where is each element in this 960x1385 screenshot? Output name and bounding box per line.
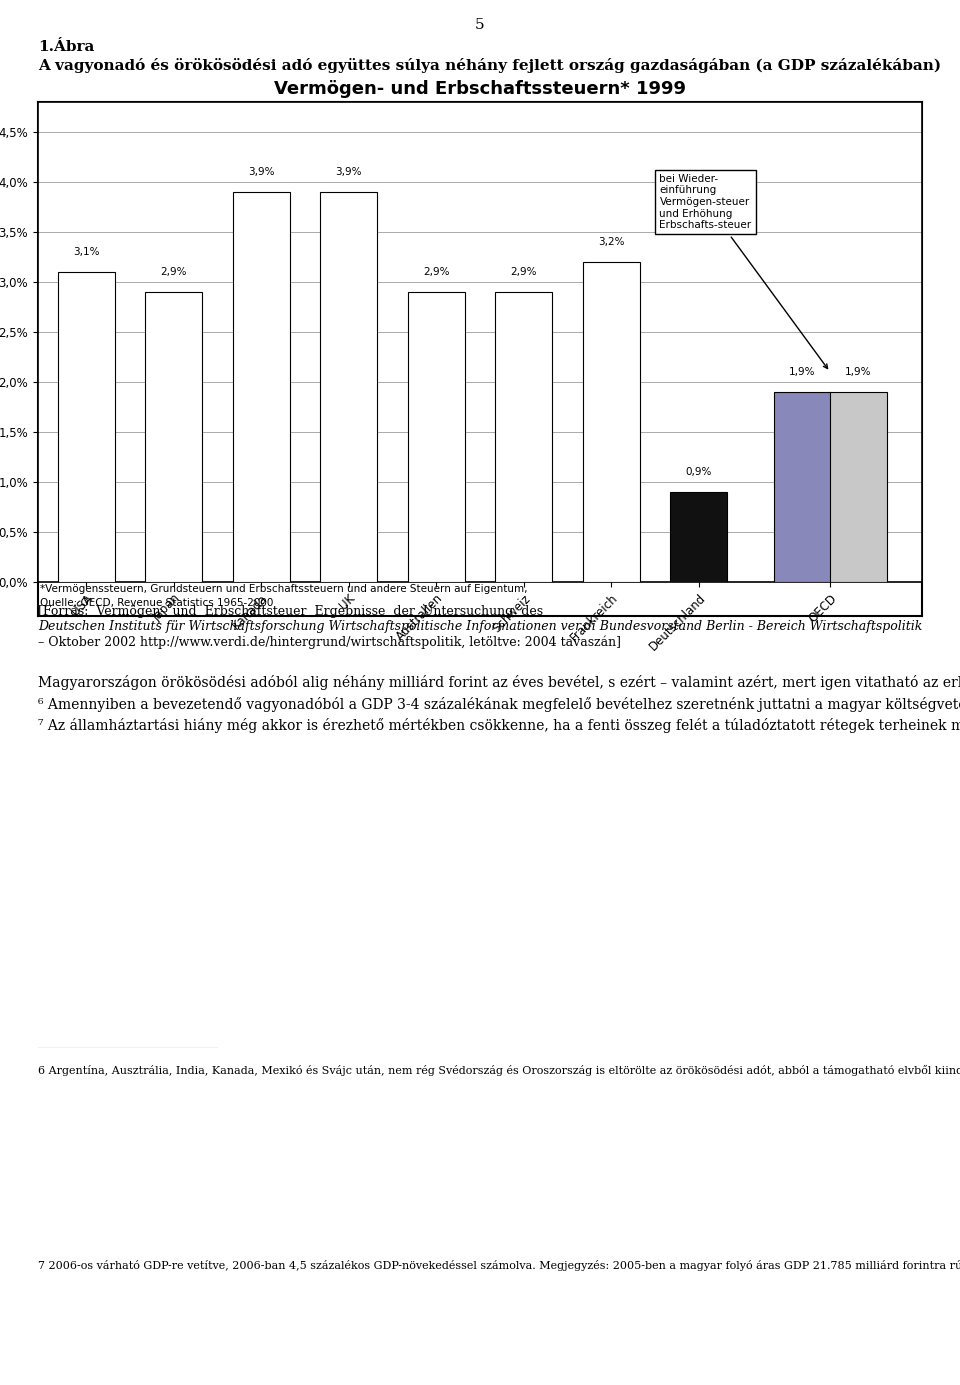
Text: 3,9%: 3,9% <box>335 168 362 177</box>
Bar <box>670 492 728 582</box>
Text: 1,9%: 1,9% <box>789 367 815 377</box>
Bar <box>583 262 639 582</box>
Text: *Vermögenssteuern, Grundsteuern und Erbschaftssteuern und andere Steuern auf Eig: *Vermögenssteuern, Grundsteuern und Erbs… <box>40 584 527 594</box>
Text: A vagyonadó és örökösödési adó együttes súlya néhány fejlett ország gazdaságában: A vagyonadó és örökösödési adó együttes … <box>38 58 941 73</box>
Text: 5: 5 <box>475 18 485 32</box>
Text: [Forrás:  Vermögen-  und  Erbschaftsteuer  Ergebnisse  der  Untersuchung  des: [Forrás: Vermögen- und Erbschaftsteuer E… <box>38 605 551 619</box>
Title: Vermögen- und Erbschaftssteuern* 1999: Vermögen- und Erbschaftssteuern* 1999 <box>274 80 686 98</box>
Text: 3,2%: 3,2% <box>598 237 625 247</box>
Text: 6 Argentína, Ausztrália, India, Kanada, Mexikó és Svájc után, nem rég Svédország: 6 Argentína, Ausztrália, India, Kanada, … <box>38 1065 960 1076</box>
Text: 2,9%: 2,9% <box>160 267 187 277</box>
Text: 0,9%: 0,9% <box>685 467 712 476</box>
Text: 3,1%: 3,1% <box>73 247 100 258</box>
Bar <box>495 292 552 582</box>
Text: 2,9%: 2,9% <box>423 267 449 277</box>
Text: Quelle: OECD, Revenue Statistics 1965-2000: Quelle: OECD, Revenue Statistics 1965-20… <box>40 598 274 608</box>
Text: 1,9%: 1,9% <box>845 367 872 377</box>
Text: 3,9%: 3,9% <box>248 168 275 177</box>
Bar <box>58 271 114 582</box>
Text: 7 2006-os várható GDP-re vetítve, 2006-ban 4,5 százalékos GDP-növekedéssel számo: 7 2006-os várható GDP-re vetítve, 2006-b… <box>38 1260 960 1271</box>
Bar <box>232 193 290 582</box>
Text: 1.Ábra: 1.Ábra <box>38 40 94 54</box>
Bar <box>145 292 203 582</box>
Bar <box>829 392 886 582</box>
Text: 2,9%: 2,9% <box>511 267 537 277</box>
Bar <box>321 193 377 582</box>
Bar <box>774 392 830 582</box>
Text: Deutschen Instituts für Wirtschaftsforschung Wirtschaftspolitische Informationen: Deutschen Instituts für Wirtschaftsforsc… <box>38 620 923 633</box>
Bar <box>408 292 465 582</box>
Text: bei Wieder-
einführung
Vermögen-steuer
und Erhöhung
Erbschafts-steuer: bei Wieder- einführung Vermögen-steuer u… <box>660 173 828 368</box>
Text: Magyarországon örökösödési adóból alig néhány milliárd forint az éves bevétel, s: Magyarországon örökösödési adóból alig n… <box>38 674 960 733</box>
Text: – Oktober 2002 http://www.verdi.de/hintergrund/wirtschaftspolitik, letöltve: 200: – Oktober 2002 http://www.verdi.de/hinte… <box>38 634 621 648</box>
